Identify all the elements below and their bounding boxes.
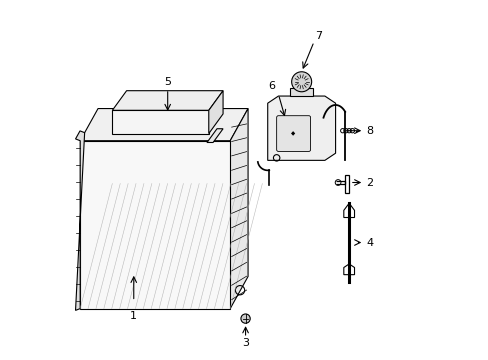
Circle shape (291, 72, 311, 92)
Polygon shape (230, 109, 247, 309)
Text: 5: 5 (164, 77, 171, 87)
Text: 3: 3 (242, 338, 248, 348)
Polygon shape (267, 96, 335, 160)
Text: ◆: ◆ (291, 131, 295, 136)
Polygon shape (75, 131, 84, 310)
Polygon shape (206, 129, 223, 143)
Polygon shape (112, 111, 208, 134)
Bar (289, 88, 312, 96)
Text: 8: 8 (365, 126, 372, 136)
Text: 1: 1 (130, 311, 137, 321)
Polygon shape (112, 91, 223, 111)
Text: 4: 4 (365, 238, 372, 248)
Polygon shape (208, 91, 223, 134)
Text: 2: 2 (365, 177, 372, 188)
Polygon shape (80, 141, 230, 309)
Text: 7: 7 (315, 31, 322, 41)
FancyBboxPatch shape (276, 116, 310, 152)
Text: 6: 6 (267, 81, 274, 91)
Polygon shape (80, 109, 247, 141)
Circle shape (241, 314, 250, 323)
